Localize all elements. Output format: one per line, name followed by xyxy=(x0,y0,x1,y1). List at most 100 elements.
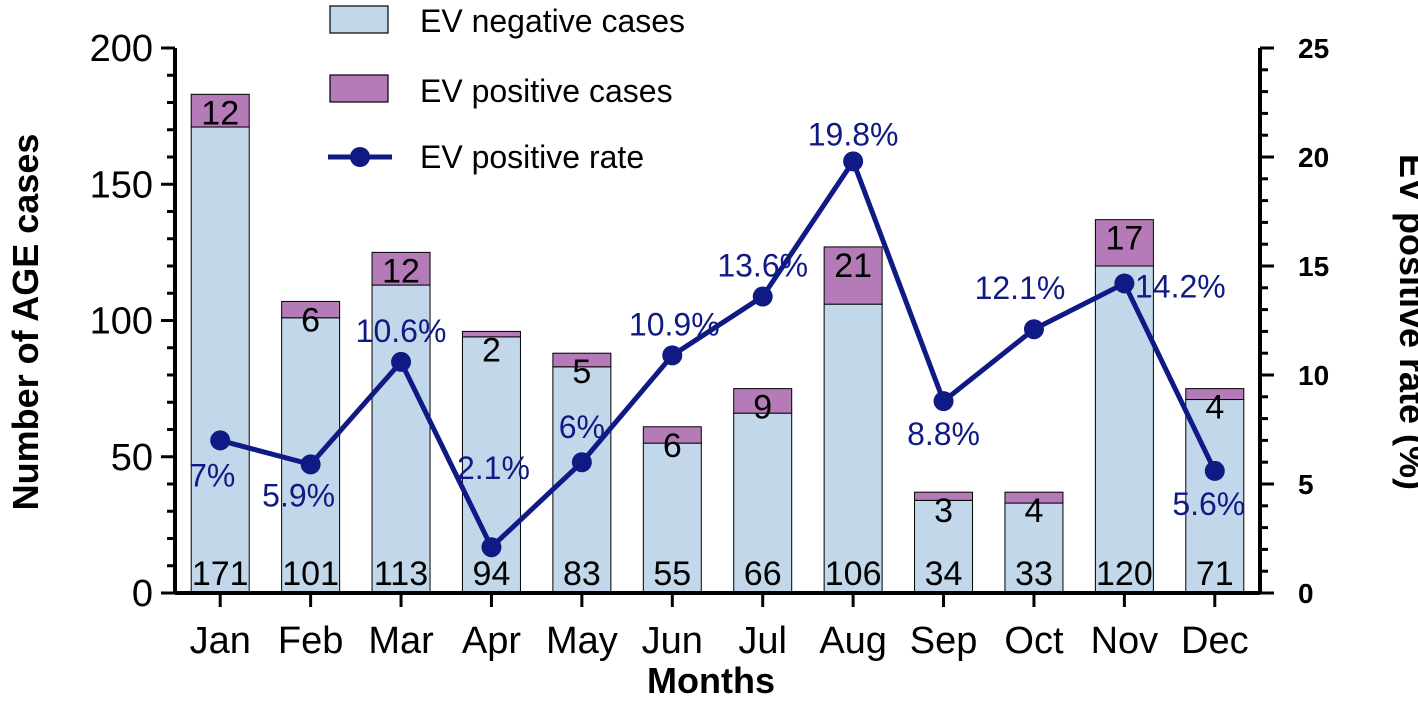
bar-negative-jan xyxy=(190,126,250,594)
label-positive-jun: 6 xyxy=(663,427,682,465)
rate-label-aug: 19.8% xyxy=(808,116,899,152)
label-positive-mar: 12 xyxy=(382,252,420,290)
y-tick-label-0: 0 xyxy=(132,573,153,615)
rate-label-jan: 7% xyxy=(189,457,235,493)
label-negative-feb: 101 xyxy=(282,555,339,593)
bar-positive-oct xyxy=(1004,491,1064,504)
label-positive-oct: 4 xyxy=(1024,492,1043,530)
rate-point-may xyxy=(571,452,592,473)
bar-positive-jun xyxy=(642,426,702,444)
bar-positive-may xyxy=(552,352,612,368)
y-axis-title: Number of AGE cases xyxy=(5,134,46,511)
legend-label-positive: EV positive cases xyxy=(420,73,673,109)
label-positive-aug: 21 xyxy=(834,247,872,285)
label-positive-jul: 9 xyxy=(753,389,772,427)
label-negative-jun: 55 xyxy=(653,555,691,593)
rate-point-jun xyxy=(662,345,683,366)
bar-positive-apr xyxy=(461,330,521,338)
rate-label-feb: 5.9% xyxy=(262,477,335,513)
legend-label-rate: EV positive rate xyxy=(420,139,644,175)
legend: EV negative cases EV positive cases EV p… xyxy=(328,3,685,175)
y-tick-label-200: 200 xyxy=(90,28,153,70)
label-positive-may: 5 xyxy=(572,353,591,391)
label-negative-jul: 66 xyxy=(744,555,782,593)
bar-negative-aug xyxy=(823,303,883,594)
label-positive-feb: 6 xyxy=(301,301,320,339)
y-tick-label-150: 150 xyxy=(90,164,153,206)
y2-tick-label-0: 0 xyxy=(1298,578,1314,609)
x-tick-label-dec: Dec xyxy=(1181,620,1249,662)
x-tick-label-oct: Oct xyxy=(1004,620,1064,662)
rate-line xyxy=(219,158,1218,550)
label-negative-sep: 34 xyxy=(925,555,963,593)
y2-tick-label-25: 25 xyxy=(1298,33,1329,64)
legend-marker-rate xyxy=(350,147,370,167)
bar-positive-jan xyxy=(190,93,250,128)
legend-swatch-positive xyxy=(329,74,389,103)
label-positive-apr: 2 xyxy=(482,331,501,369)
x-tick-label-jun: Jun xyxy=(642,620,703,662)
x-tick-label-apr: Apr xyxy=(462,620,521,662)
bar-negative-mar xyxy=(371,284,431,594)
rate-label-nov: 14.2% xyxy=(1135,268,1226,304)
x-tick-label-jul: Jul xyxy=(738,620,787,662)
rate-label-dec: 5.6% xyxy=(1172,486,1245,522)
y2-tick-label-15: 15 xyxy=(1298,251,1329,282)
segment-labels-layer: 1711210161131294283555666910621343334120… xyxy=(192,94,1234,593)
bar-positive-nov xyxy=(1094,219,1154,267)
bar-positive-mar xyxy=(371,251,431,286)
bars-layer xyxy=(190,93,1245,594)
rate-point-apr xyxy=(481,537,502,558)
rate-point-oct xyxy=(1023,319,1044,340)
y2-tick-label-5: 5 xyxy=(1298,469,1314,500)
label-positive-nov: 17 xyxy=(1105,220,1143,258)
label-negative-dec: 71 xyxy=(1196,555,1234,593)
bar-positive-jul xyxy=(733,388,793,414)
y-tick-label-100: 100 xyxy=(90,301,153,343)
legend-label-negative: EV negative cases xyxy=(420,3,685,39)
y2-tick-label-20: 20 xyxy=(1298,142,1329,173)
label-positive-sep: 3 xyxy=(934,492,953,530)
y-tick-label-50: 50 xyxy=(111,437,153,479)
rate-point-aug xyxy=(843,151,864,172)
x-tick-label-jan: Jan xyxy=(190,620,251,662)
label-negative-aug: 106 xyxy=(825,555,882,593)
rate-label-jun: 10.9% xyxy=(629,306,720,342)
x-tick-label-mar: Mar xyxy=(368,620,434,662)
bar-positive-aug xyxy=(823,246,883,305)
x-tick-label-feb: Feb xyxy=(278,620,343,662)
rate-point-jul xyxy=(752,286,773,307)
x-axis-title: Months xyxy=(647,660,775,701)
rate-point-mar xyxy=(391,351,412,372)
y2-axis-title: EV positive rate (%) xyxy=(1392,154,1418,490)
rate-label-mar: 10.6% xyxy=(356,313,447,349)
rate-line-layer: 7% 5.9% 10.6% 2.1% 6% 10.9% 13.6% 19.8% 8.8% 12.1… xyxy=(189,116,1245,558)
rate-label-oct: 12.1% xyxy=(975,270,1066,306)
label-negative-nov: 120 xyxy=(1096,555,1153,593)
label-negative-mar: 113 xyxy=(374,555,428,593)
label-positive-jan: 12 xyxy=(201,94,239,132)
label-negative-apr: 94 xyxy=(473,555,511,593)
rate-label-apr: 2.1% xyxy=(457,450,530,486)
label-negative-oct: 33 xyxy=(1015,555,1053,593)
y2-tick-label-10: 10 xyxy=(1298,360,1329,391)
bar-positive-sep xyxy=(914,491,974,501)
rate-label-sep: 8.8% xyxy=(907,416,980,452)
x-tick-label-may: May xyxy=(546,620,618,662)
x-tick-label-sep: Sep xyxy=(910,620,978,662)
rate-point-nov xyxy=(1114,273,1135,294)
bar-positive-dec xyxy=(1185,388,1245,401)
rate-point-dec xyxy=(1204,460,1225,481)
rate-point-jan xyxy=(210,430,231,451)
legend-swatch-negative xyxy=(329,5,389,34)
rate-point-sep xyxy=(933,391,954,412)
bar-negative-sep xyxy=(914,499,974,594)
rate-label-jul: 13.6% xyxy=(717,248,808,284)
bar-positive-feb xyxy=(281,300,341,319)
x-tick-label-aug: Aug xyxy=(819,620,887,662)
x-tick-label-nov: Nov xyxy=(1091,620,1159,662)
rate-point-feb xyxy=(300,454,321,475)
label-negative-may: 83 xyxy=(563,555,601,593)
